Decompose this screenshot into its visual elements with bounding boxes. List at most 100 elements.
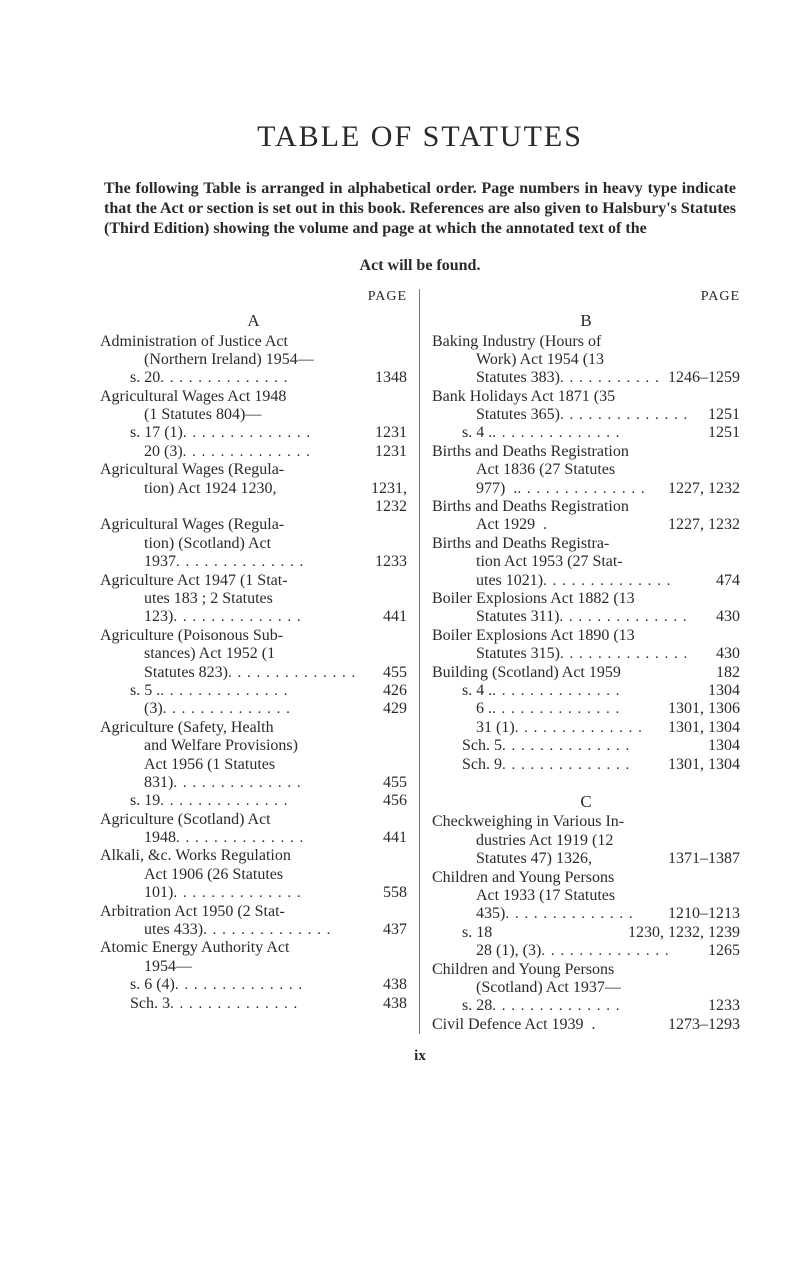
leader-dots [183, 424, 369, 442]
entry-row-label: Building (Scotland) Act 1959 [432, 664, 621, 682]
entry-page-number: 1273–1293 [662, 1016, 740, 1034]
entry-page-number: 1231, [365, 480, 407, 498]
leader-dots [203, 921, 377, 939]
page-header-left: PAGE [100, 289, 407, 305]
entry-title-line: Administration of Justice Act [100, 333, 407, 351]
entry-row-label: s. 4 . [462, 424, 492, 442]
entry-page-number: 1232 [369, 498, 407, 516]
entry-row-label: Statutes 383) [476, 369, 560, 387]
entry-row-label: 6 . [476, 700, 492, 718]
entry-page-row: Statutes 383)1246–1259 [432, 369, 740, 387]
entry-page-row: s. 5 .426 [100, 682, 407, 700]
entry-row-label: 20 (3) [144, 443, 183, 461]
entry-page-number: 1231 [369, 443, 407, 461]
entry-page-number: 1304 [702, 737, 740, 755]
entry-cont-line: dustries Act 1919 (12 [432, 832, 740, 850]
leader-dots [183, 443, 369, 461]
folio-number: ix [100, 1048, 740, 1065]
statute-entry: Births and Deaths Registra-tion Act 1953… [432, 535, 740, 590]
entry-page-row: 1948441 [100, 829, 407, 847]
statute-entry: Births and Deaths RegistrationAct 1836 (… [432, 443, 740, 498]
statute-entry: Civil Defence Act 1939 . 1273–1293 [432, 1016, 740, 1034]
entry-page-number: 1265 [702, 942, 740, 960]
entry-row-label: 101) [144, 884, 173, 902]
entry-page-row: 977) .1227, 1232 [432, 480, 740, 498]
entry-page-number: 1304 [702, 682, 740, 700]
entry-page-number: 438 [377, 995, 407, 1013]
entry-page-row: s. 6 (4)438 [100, 976, 407, 994]
leader-dots [502, 756, 662, 774]
entry-row-label: s. 18 [462, 924, 492, 942]
leader-dots [170, 995, 377, 1013]
entry-title-line: Atomic Energy Authority Act [100, 939, 407, 957]
right-column: PAGE B Baking Industry (Hours ofWork) Ac… [420, 289, 740, 1034]
statute-entry: Births and Deaths RegistrationAct 1929 .… [432, 498, 740, 535]
leader-dots [492, 682, 702, 700]
entry-row-label: Statutes 315) [476, 645, 560, 663]
entry-page-number: 456 [377, 792, 407, 810]
section-letter-a: A [100, 311, 407, 331]
leader-dots [176, 829, 377, 847]
leader-dots [505, 905, 662, 923]
entry-page-number: 437 [377, 921, 407, 939]
statute-entry: Building (Scotland) Act 1959 182 s. 4 . 130… [432, 664, 740, 774]
entry-row-label: 123) [144, 608, 173, 626]
entry-page-number: 438 [377, 976, 407, 994]
entry-page-row: Statutes 315)430 [432, 645, 740, 663]
entry-page-number: 455 [377, 664, 407, 682]
entry-page-number: 1348 [369, 369, 407, 387]
entry-title-line: Boiler Explosions Act 1890 (13 [432, 627, 740, 645]
entry-page-row: 28 (1), (3)1265 [432, 942, 740, 960]
entry-page-row: Sch. 3438 [100, 995, 407, 1013]
entry-row-label: Sch. 5 [462, 737, 502, 755]
leader-dots [492, 700, 662, 718]
entry-page-row: 1232 [100, 498, 407, 516]
section-letter-b: B [432, 311, 740, 331]
entry-page-number: 1210–1213 [662, 905, 740, 923]
entry-cont-line: utes 183 ; 2 Statutes [100, 590, 407, 608]
leader-dots [515, 719, 662, 737]
entry-row-label: Civil Defence Act 1939 . [432, 1016, 596, 1034]
leader-dots [160, 792, 377, 810]
section-letter-c: C [432, 792, 740, 812]
entry-title-line: Bank Holidays Act 1871 (35 [432, 388, 740, 406]
entry-row-label: s. 4 . [462, 682, 492, 700]
statute-entry: Administration of Justice Act(Northern I… [100, 333, 407, 388]
entry-page-number: 1301, 1304 [662, 756, 740, 774]
entry-page-row: utes 433)437 [100, 921, 407, 939]
statute-entry: Baking Industry (Hours ofWork) Act 1954 … [432, 333, 740, 388]
entry-title-line: Agricultural Wages (Regula- [100, 516, 407, 534]
entry-row-label: Statutes 823) [144, 664, 228, 682]
leader-dots [173, 608, 377, 626]
entry-row-label: s. 19 [130, 792, 160, 810]
entry-page-number: 1371–1387 [662, 850, 740, 868]
leader-dots [160, 369, 369, 387]
leader-dots [492, 997, 702, 1015]
entry-page-number: 182 [710, 664, 740, 682]
entry-page-row: 831)455 [100, 774, 407, 792]
entry-row-label: 1948 [144, 829, 176, 847]
statute-entry: Arbitration Act 1950 (2 Stat-utes 433)43… [100, 903, 407, 940]
entry-cont-line: Work) Act 1954 (13 [432, 351, 740, 369]
entry-cont-line: Act 1906 (26 Statutes [100, 866, 407, 884]
leader-dots [559, 608, 710, 626]
statute-entry: Agricultural Wages (Regula-tion) (Scotla… [100, 516, 407, 571]
entry-page-row: s. 19 456 [100, 792, 407, 810]
entry-row-label: Statutes 365) [476, 406, 560, 424]
entry-page-row: Statutes 365)1251 [432, 406, 740, 424]
statute-entry: Agricultural Wages Act 1948(1 Statutes 8… [100, 388, 407, 462]
entry-page-row: Statutes 47) 1326,1371–1387 [432, 850, 740, 868]
entry-title-line: Births and Deaths Registration [432, 498, 740, 516]
entry-title-line: Children and Young Persons [432, 869, 740, 887]
statute-entry: Agriculture Act 1947 (1 Stat-utes 183 ; … [100, 572, 407, 627]
left-entries: Administration of Justice Act(Northern I… [100, 333, 407, 1013]
entry-title-line: Agriculture (Safety, Health [100, 719, 407, 737]
entry-title-line: Arbitration Act 1950 (2 Stat- [100, 903, 407, 921]
statute-entry: Bank Holidays Act 1871 (35Statutes 365)1… [432, 388, 740, 443]
entry-title-line: Alkali, &c. Works Regulation [100, 847, 407, 865]
entry-row-label: 435) [476, 905, 505, 923]
entry-row-label: (3) [144, 700, 163, 718]
entry-page-row: s. 281233 [432, 997, 740, 1015]
entry-page-number: 1233 [369, 553, 407, 571]
entry-page-row: Statutes 823) 455 [100, 664, 407, 682]
